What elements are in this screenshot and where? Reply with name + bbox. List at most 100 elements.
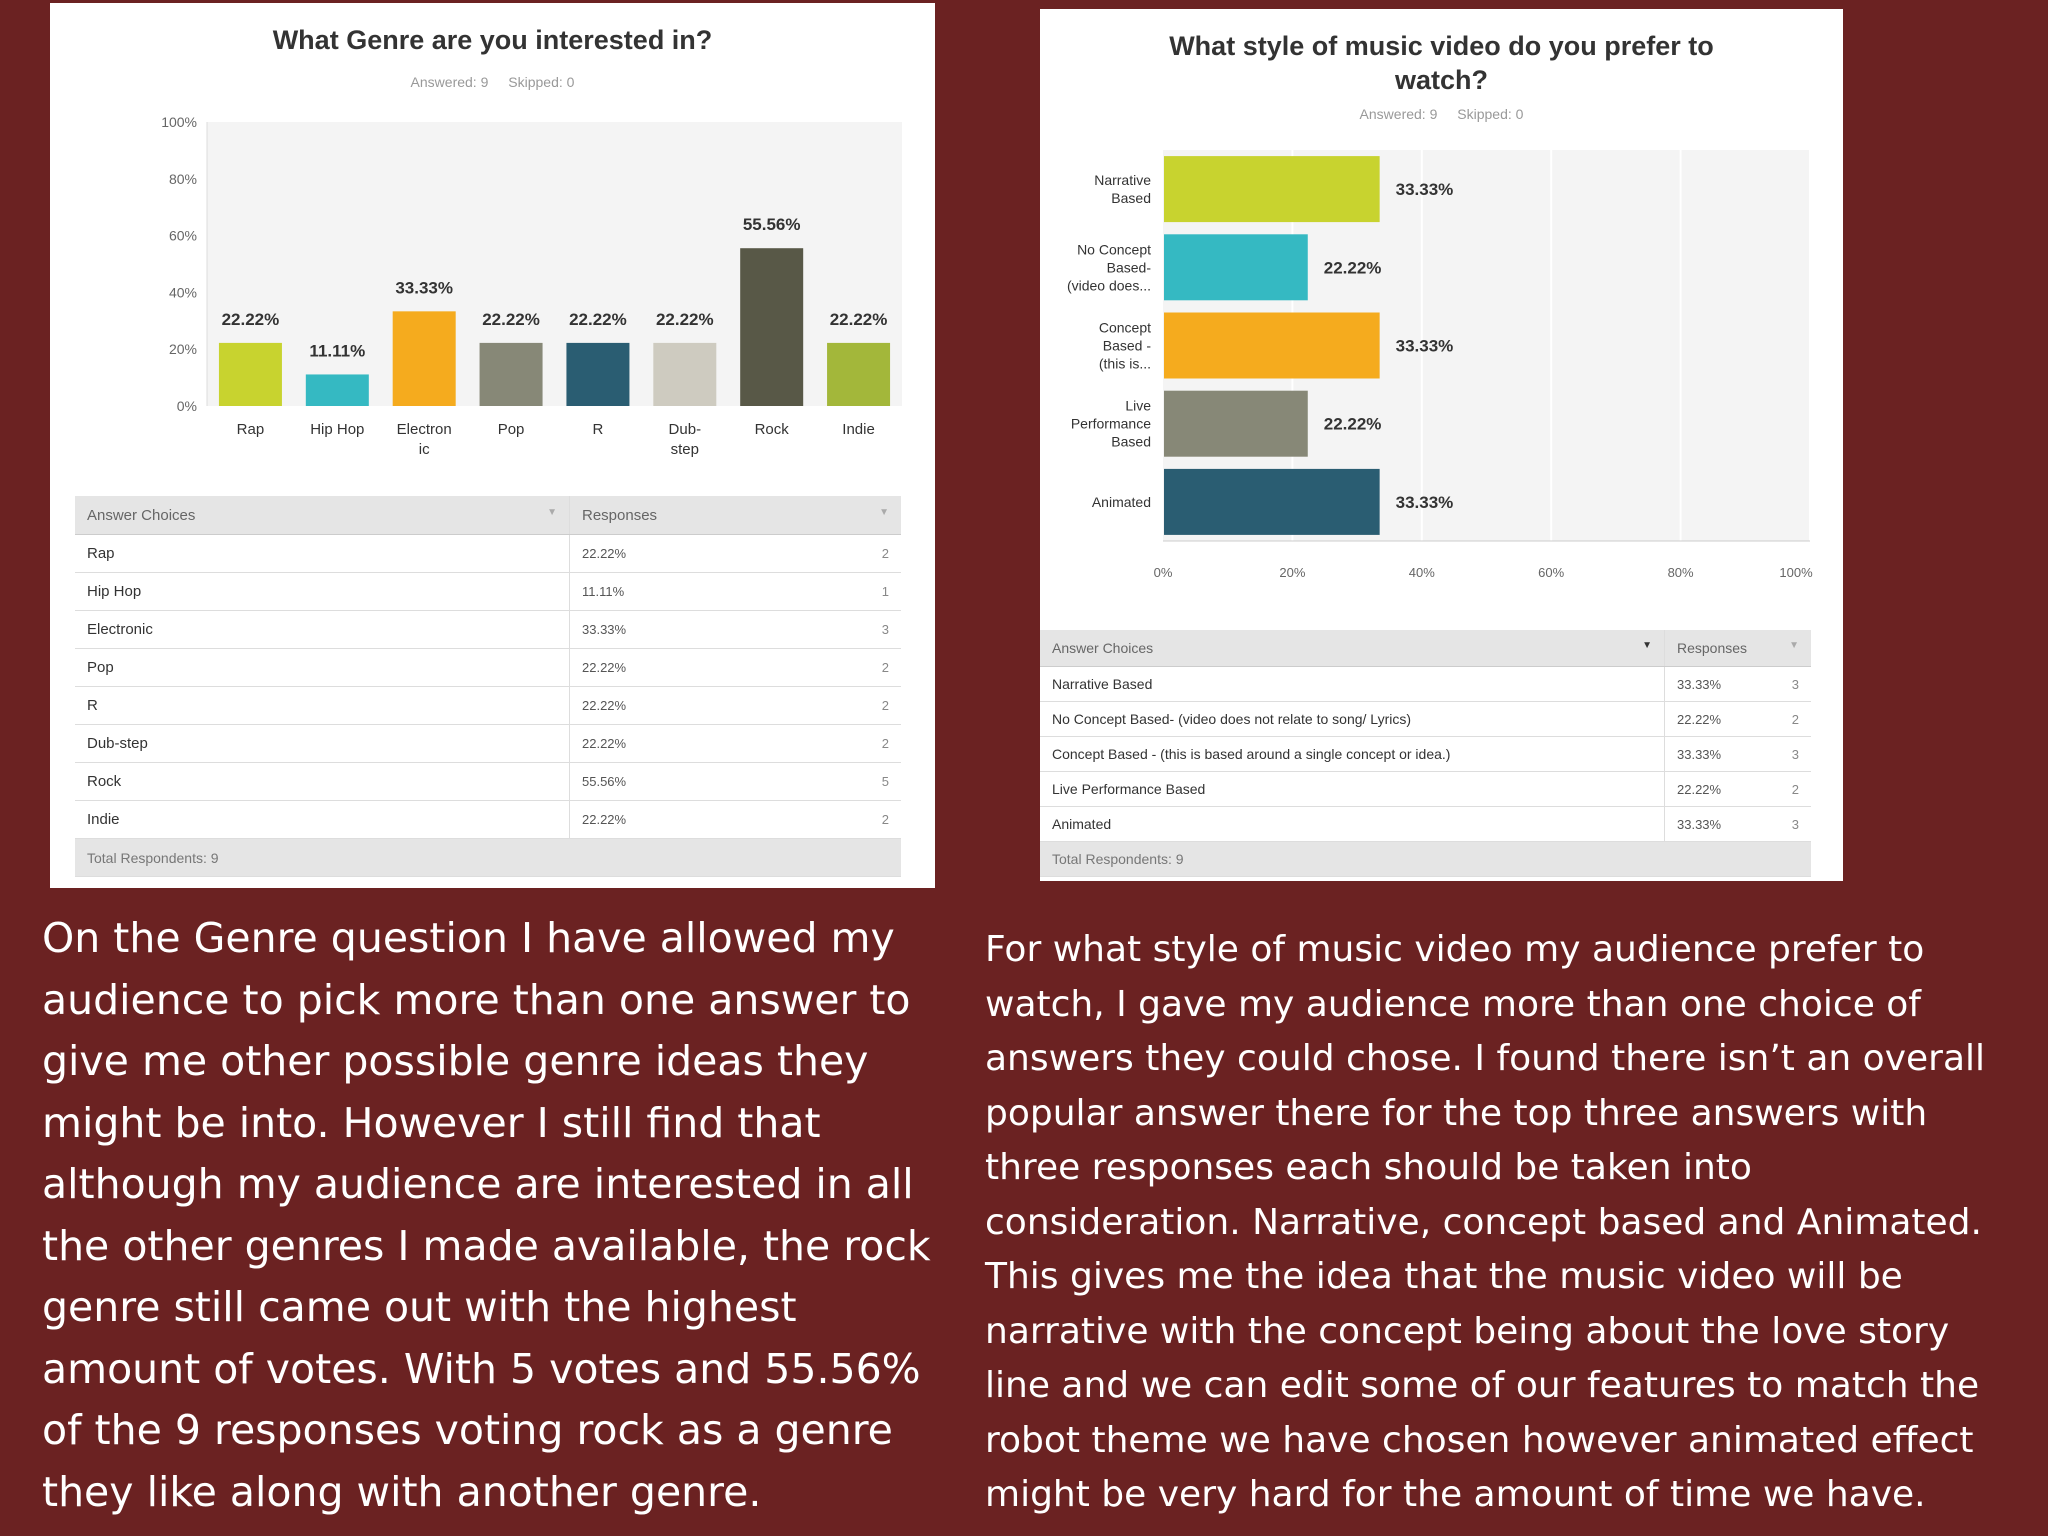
data-label: 33.33% <box>395 278 453 297</box>
column-header-responses[interactable]: Responses ▼ <box>569 496 901 535</box>
response-count-cell: 2 <box>1765 771 1811 807</box>
response-percent-cell: 22.22% <box>569 534 798 573</box>
text-line: although my audience are interested in a… <box>42 1160 914 1208</box>
data-label: 33.33% <box>1396 180 1454 199</box>
response-percent-cell: 22.22% <box>1664 771 1766 807</box>
answer-choice-cell: Electronic <box>75 610 570 649</box>
table-footer: Total Respondents: 9 <box>75 838 901 877</box>
table-row: No Concept Based- (video does not relate… <box>1040 701 1811 737</box>
response-count-cell: 5 <box>797 762 901 801</box>
total-respondents: Total Respondents: 9 <box>1040 841 1811 877</box>
genre-analysis-text: On the Genre question I have allowed my a… <box>42 908 942 1523</box>
response-count-cell: 2 <box>797 724 901 763</box>
answer-choice-cell: Narrative Based <box>1040 666 1665 702</box>
data-label: 55.56% <box>743 215 801 234</box>
x-tick-label: Dub- <box>669 421 702 438</box>
answer-choice-cell: Rap <box>75 534 570 573</box>
text-line: they like along with another genre. <box>42 1467 762 1516</box>
x-tick-label: Electron <box>397 421 452 438</box>
response-percent-cell: 22.22% <box>569 724 798 763</box>
bar-4 <box>1164 468 1380 535</box>
answer-choice-cell: No Concept Based- (video does not relate… <box>1040 701 1665 737</box>
table-row: Dub-step 22.22% 2 <box>75 724 901 763</box>
answer-choice-cell: Live Performance Based <box>1040 771 1665 807</box>
bar-0 <box>218 342 282 406</box>
text-line: give me other possible genre ideas they <box>42 1037 869 1085</box>
x-tick-label: 40% <box>1409 565 1435 580</box>
video-style-bar-chart: 0% 20% 40% 60% 80% 100% 33.33% Narrative Based 22… <box>1067 150 1813 580</box>
text-line: line and we can edit some of our feature… <box>985 1365 1980 1406</box>
x-tick-label: Hip Hop <box>310 421 364 438</box>
data-label: 33.33% <box>1396 493 1454 512</box>
bar-2 <box>392 311 456 406</box>
y-tick-label: Based- <box>1107 259 1152 275</box>
response-count-cell: 3 <box>1765 736 1811 772</box>
column-header-responses[interactable]: Responses ▼ <box>1664 630 1811 667</box>
bar-1 <box>1164 234 1308 301</box>
y-tick-label: 60% <box>169 228 197 244</box>
bar-6 <box>740 248 804 406</box>
table-row: Rock 55.56% 5 <box>75 762 901 801</box>
table-row: Indie 22.22% 2 <box>75 800 901 839</box>
y-tick-label: Based <box>1111 434 1151 450</box>
answered-count: Answered: 9 <box>410 74 489 90</box>
chart-title-line: watch? <box>1394 65 1488 95</box>
text-line: of the 9 responses voting rock as a genr… <box>42 1406 893 1454</box>
data-label: 22.22% <box>569 310 627 329</box>
column-header-answer-choices[interactable]: Answer Choices ▼ <box>1040 630 1665 667</box>
bar-4 <box>566 342 630 406</box>
answer-choice-cell: Hip Hop <box>75 572 570 611</box>
video-style-responses-table: Answer Choices ▼ Responses ▼ Narrative Bas… <box>1040 630 1811 877</box>
response-percent-cell: 33.33% <box>1664 666 1766 702</box>
video-style-survey-panel: What style of music video do you prefer … <box>1040 9 1843 881</box>
y-tick-label: 100% <box>161 114 197 130</box>
text-line: audience to pick more than one answer to <box>42 975 911 1024</box>
x-tick-label: R <box>593 421 604 438</box>
response-count-cell: 2 <box>797 648 901 687</box>
response-percent-cell: 22.22% <box>1664 701 1766 737</box>
response-percent-cell: 33.33% <box>569 610 798 649</box>
genre-bar-chart: 0% 20% 40% 60% 80% 100% 22.22% Rap 11.11% Hip Hop… <box>161 114 902 458</box>
data-label: 22.22% <box>656 310 714 329</box>
table-row: Narrative Based 33.33% 3 <box>1040 666 1811 702</box>
caret-down-icon: ▼ <box>1789 640 1799 651</box>
data-label: 33.33% <box>1396 337 1454 356</box>
bar-1 <box>305 374 369 406</box>
response-count-cell: 2 <box>797 534 901 573</box>
response-count-cell: 2 <box>1765 701 1811 737</box>
response-percent-cell: 22.22% <box>569 800 798 839</box>
text-line: robot theme we have chosen however anima… <box>985 1419 1974 1461</box>
answer-choice-cell: R <box>75 686 570 725</box>
text-line: This gives me the idea that the music vi… <box>985 1256 1903 1297</box>
response-percent-cell: 22.22% <box>569 686 798 725</box>
table-header: Answer Choices ▼ Responses ▼ <box>1040 630 1811 667</box>
x-tick-label: 100% <box>1779 565 1813 580</box>
y-tick-label: (video does... <box>1067 277 1151 293</box>
x-tick-label: 0% <box>1154 565 1173 580</box>
text-line: might be very hard for the amount of tim… <box>985 1474 1926 1515</box>
y-tick-label: 80% <box>169 171 197 187</box>
answered-count: Answered: 9 <box>1359 106 1438 122</box>
y-tick-label: Performance <box>1071 416 1151 432</box>
data-label: 22.22% <box>1324 415 1382 434</box>
answer-choice-cell: Indie <box>75 800 570 839</box>
table-row: Animated 33.33% 3 <box>1040 806 1811 842</box>
table-header: Answer Choices ▼ Responses ▼ <box>75 496 901 535</box>
chart-title-line: What style of music video do you prefer … <box>1169 31 1714 61</box>
text-line: might be into. However I still find that <box>42 1098 821 1147</box>
chart-subtitle: Answered: 9 Skipped: 0 <box>1040 106 1843 122</box>
y-tick-label: 0% <box>177 398 197 414</box>
y-tick-label: 20% <box>169 341 197 357</box>
genre-survey-panel: What Genre are you interested in? Answer… <box>50 3 935 888</box>
y-tick-label: (this is... <box>1099 356 1151 372</box>
y-tick-label: Based - <box>1103 338 1152 354</box>
caret-down-icon: ▼ <box>547 506 557 518</box>
text-line: consideration. Narrative, concept based … <box>985 1201 1982 1243</box>
bar-5 <box>653 342 717 406</box>
table-row: Rap 22.22% 2 <box>75 534 901 573</box>
column-header-answer-choices[interactable]: Answer Choices ▼ <box>75 496 570 535</box>
data-label: 22.22% <box>482 310 540 329</box>
x-tick-label: Rap <box>237 421 265 438</box>
data-label: 22.22% <box>1324 258 1382 277</box>
table-row: Pop 22.22% 2 <box>75 648 901 687</box>
